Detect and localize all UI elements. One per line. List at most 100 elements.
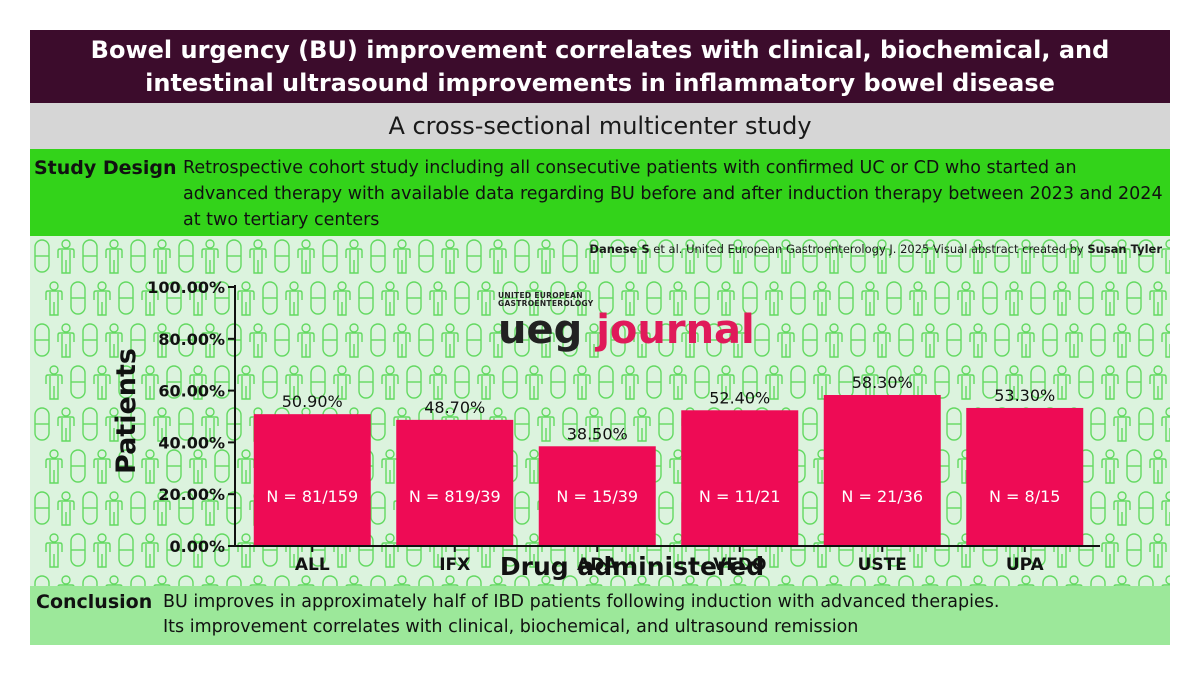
person-icon	[201, 323, 219, 358]
pill-icon	[178, 575, 194, 586]
person-icon	[717, 281, 735, 316]
person-icon	[381, 281, 399, 316]
person-icon	[681, 575, 699, 586]
pill-icon	[34, 239, 50, 273]
pill-icon	[946, 407, 962, 441]
pill-icon	[1090, 491, 1106, 525]
person-icon	[285, 365, 303, 400]
pill-icon	[1030, 281, 1046, 315]
y-axis-label: Patients	[111, 348, 142, 474]
y-tick-label: 100.00%	[147, 278, 225, 297]
pill-icon	[370, 575, 386, 586]
person-icon	[909, 281, 927, 316]
person-icon	[1149, 533, 1167, 568]
person-icon	[45, 449, 63, 484]
person-icon	[1161, 575, 1170, 586]
x-tick-label: ALL	[295, 555, 330, 575]
person-icon	[297, 323, 315, 358]
pill-icon	[82, 575, 98, 586]
citation-text: et al. United European Gastroenterology …	[649, 242, 1088, 256]
pill-icon	[1078, 281, 1094, 315]
pill-icon	[1042, 323, 1058, 357]
pill-icon	[322, 323, 338, 357]
person-icon	[669, 281, 687, 316]
person-icon	[189, 281, 207, 316]
pill-icon	[982, 281, 998, 315]
person-icon	[237, 365, 255, 400]
person-icon	[537, 407, 555, 442]
study-design-band: Study Design Retrospective cohort study …	[30, 149, 1170, 236]
person-icon	[1065, 575, 1083, 586]
pill-icon	[646, 281, 662, 315]
person-icon	[1149, 365, 1167, 400]
pill-icon	[610, 407, 626, 441]
person-icon	[777, 323, 795, 358]
person-icon	[1101, 365, 1119, 400]
person-icon	[1161, 491, 1170, 526]
person-icon	[729, 239, 747, 274]
pill-icon	[118, 365, 134, 399]
subtitle-band: A cross-sectional multicenter study	[30, 103, 1170, 149]
bar-value-label: 52.40%	[709, 388, 770, 407]
conclusion-text: BU improves in approximately half of IBD…	[163, 590, 1163, 640]
person-icon	[1149, 281, 1167, 316]
x-axis-label: Drug administered	[500, 552, 764, 581]
pill-icon	[802, 323, 818, 357]
background-pattern	[34, 239, 1170, 586]
person-icon	[105, 575, 123, 586]
person-icon	[1005, 365, 1023, 400]
person-icon	[477, 281, 495, 316]
pill-icon	[502, 281, 518, 315]
pill-icon	[946, 239, 962, 273]
person-icon	[585, 407, 603, 442]
pill-icon	[466, 323, 482, 357]
person-icon	[297, 575, 315, 586]
person-icon	[1005, 281, 1023, 316]
pill-icon	[214, 365, 230, 399]
person-icon	[681, 239, 699, 274]
person-icon	[57, 575, 75, 586]
pill-icon	[802, 239, 818, 273]
conclusion-label: Conclusion	[36, 591, 153, 613]
pill-icon	[466, 239, 482, 273]
ueg-journal-logo: UNITED EUROPEAN GASTROENTEROLOGY ueg jou…	[498, 292, 755, 353]
pill-icon	[658, 407, 674, 441]
pill-icon	[466, 575, 482, 586]
pill-icon	[82, 323, 98, 357]
pill-icon	[598, 365, 614, 399]
x-tick-label: USTE	[858, 555, 907, 575]
person-icon	[633, 323, 651, 358]
person-icon	[189, 449, 207, 484]
pill-icon	[742, 365, 758, 399]
person-icon	[1065, 323, 1083, 358]
bar-value-label: 48.70%	[424, 398, 485, 417]
person-icon	[381, 365, 399, 400]
person-icon	[957, 281, 975, 316]
person-icon	[477, 365, 495, 400]
pill-icon	[322, 239, 338, 273]
logo-word-ueg: ueg	[498, 307, 583, 353]
person-icon	[153, 239, 171, 274]
pill-icon	[178, 239, 194, 273]
pill-icon	[658, 323, 674, 357]
person-icon	[249, 239, 267, 274]
person-icon	[765, 365, 783, 400]
person-icon	[681, 323, 699, 358]
pill-icon	[130, 491, 146, 525]
person-icon	[45, 533, 63, 568]
person-icon	[105, 323, 123, 358]
x-tick-label: UPA	[1006, 555, 1045, 575]
person-icon	[285, 281, 303, 316]
person-icon	[1161, 407, 1170, 442]
pill-icon	[1090, 575, 1106, 586]
person-icon	[1149, 449, 1167, 484]
pill-icon	[370, 323, 386, 357]
person-icon	[189, 365, 207, 400]
person-icon	[93, 449, 111, 484]
person-icon	[585, 239, 603, 274]
pill-icon	[1042, 575, 1058, 586]
person-icon	[729, 575, 747, 586]
pill-icon	[550, 365, 566, 399]
pill-icon	[178, 407, 194, 441]
pill-icon	[934, 365, 950, 399]
